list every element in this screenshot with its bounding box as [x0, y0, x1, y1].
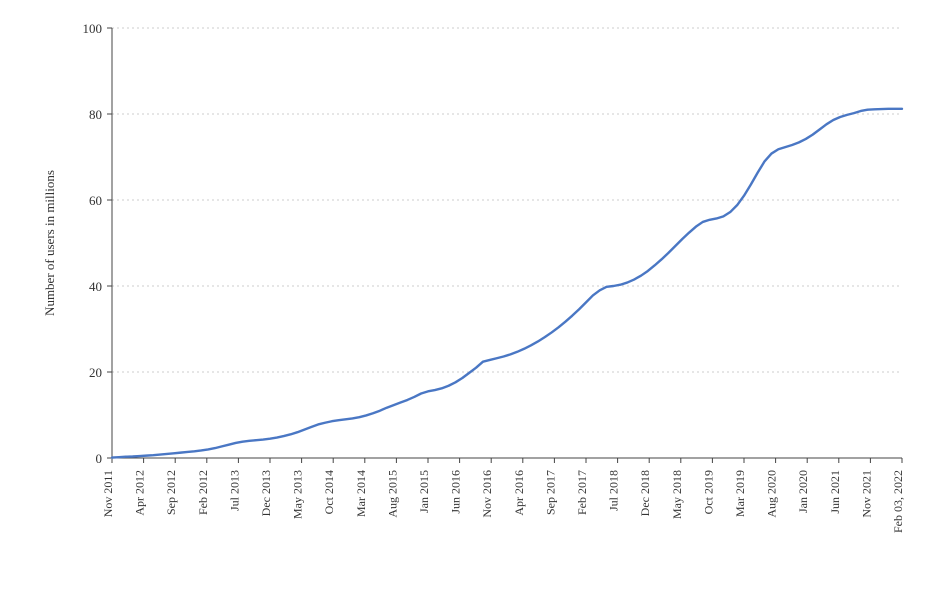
x-tick-label: Jul 2018 [607, 470, 621, 511]
x-tick-label: Mar 2014 [354, 470, 368, 517]
x-tick-label: Sep 2012 [164, 470, 178, 515]
x-tick-label: Apr 2012 [133, 470, 147, 516]
y-tick-label: 60 [89, 193, 102, 208]
x-tick-label: Aug 2015 [385, 470, 399, 518]
y-tick-label: 100 [83, 21, 103, 36]
chart-container: 0 20 40 60 80 100 Nov 2011 Apr 2012 Sep 2012 Feb … [0, 0, 930, 615]
y-axis-label: Number of users in millions [42, 170, 57, 316]
x-tick-label: Jul 2013 [227, 470, 241, 511]
x-tick-label: Jan 2020 [796, 470, 810, 513]
y-tick-label: 0 [96, 451, 103, 466]
x-tick-label: Jun 2021 [828, 470, 842, 514]
y-tick-label: 20 [89, 365, 102, 380]
x-tick-label: Dec 2013 [259, 470, 273, 516]
x-tick-label: Jan 2015 [417, 470, 431, 513]
x-tick-label: Feb 03, 2022 [891, 470, 905, 533]
x-tick-label: Jun 2016 [449, 470, 463, 514]
x-tick-label: Oct 2014 [322, 470, 336, 514]
x-tick-label: Apr 2016 [512, 470, 526, 516]
x-tick-label: Sep 2017 [543, 470, 557, 515]
x-tick-label: Feb 2017 [575, 470, 589, 515]
x-tick-label: May 2013 [291, 470, 305, 519]
x-tick-label: Nov 2016 [480, 470, 494, 518]
x-tick-label: Aug 2020 [765, 470, 779, 518]
x-tick-label: Feb 2012 [196, 470, 210, 515]
x-tick-label: Mar 2019 [733, 470, 747, 517]
y-tick-label: 40 [89, 279, 102, 294]
y-tick-label: 80 [89, 107, 102, 122]
x-tick-label: Dec 2018 [638, 470, 652, 516]
line-chart: 0 20 40 60 80 100 Nov 2011 Apr 2012 Sep 2012 Feb … [0, 0, 930, 615]
x-tick-label: Nov 2011 [101, 470, 115, 517]
x-tick-label: Nov 2021 [859, 470, 873, 518]
x-tick-label: May 2018 [670, 470, 684, 519]
x-tick-label: Oct 2019 [701, 470, 715, 514]
